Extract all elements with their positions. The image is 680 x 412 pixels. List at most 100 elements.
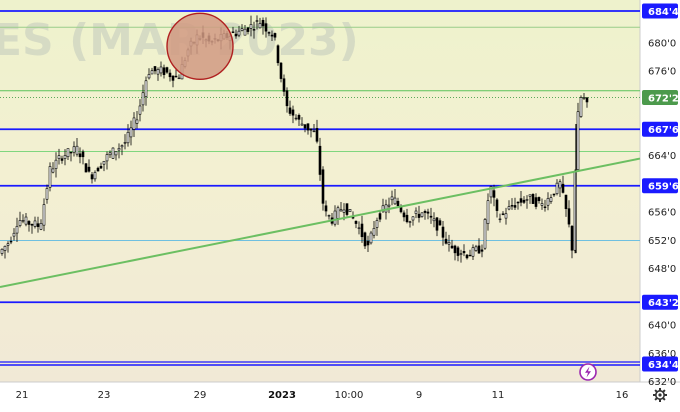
price-badge[interactable]: 659'6 (642, 178, 679, 194)
candle (321, 166, 325, 211)
candle (411, 216, 415, 226)
candle (570, 225, 574, 259)
candle (393, 188, 397, 205)
candle (483, 217, 487, 250)
y-axis-ticks: 680'0 676'0 664'0 656'0 652'0 648'0 640'0 636'0… (648, 38, 676, 388)
candle (375, 217, 379, 236)
candle (84, 162, 88, 173)
x-tick-label: 23 (98, 390, 111, 401)
price-badge[interactable]: 643'2 (642, 294, 679, 310)
candle (477, 238, 481, 254)
candle (111, 147, 115, 159)
candle (354, 220, 358, 229)
candle (255, 15, 259, 30)
candle (60, 155, 64, 164)
candle (555, 179, 559, 196)
candle (27, 219, 31, 232)
candle (132, 112, 136, 138)
candle (507, 200, 511, 211)
candle (18, 211, 22, 228)
candle (369, 230, 373, 245)
price-badge-label: 659'6 (648, 182, 679, 193)
candle (12, 228, 16, 241)
candle (495, 198, 499, 218)
price-badge[interactable]: 684'4 (642, 3, 679, 19)
x-tick-label: 2023 (268, 390, 296, 401)
candle (405, 208, 409, 224)
candle (3, 245, 7, 259)
gear-icon[interactable] (653, 388, 667, 402)
candle (300, 117, 304, 126)
candle (339, 201, 343, 212)
candle (273, 32, 277, 41)
time-axis[interactable] (0, 382, 680, 408)
candle (171, 75, 175, 88)
candle (291, 105, 295, 124)
candle (579, 95, 583, 118)
candle (327, 214, 331, 220)
y-tick-label: 640'0 (648, 321, 676, 332)
candle (9, 236, 13, 245)
candle (408, 220, 412, 228)
candle (345, 203, 349, 217)
candle (165, 66, 169, 74)
candle (15, 217, 19, 242)
candle (519, 191, 523, 207)
candle (510, 198, 514, 210)
candle (156, 67, 160, 81)
candle (90, 172, 94, 184)
price-badge-label: 684'4 (648, 7, 679, 18)
candle (387, 197, 391, 214)
candle (63, 149, 67, 166)
x-tick-label: 11 (492, 390, 505, 401)
candle (558, 179, 562, 198)
price-badges: 684'4 672'2 667'6 659'6 643'2 634'4 (642, 3, 679, 372)
candle (543, 199, 547, 212)
candle (474, 244, 478, 252)
candle (531, 193, 535, 204)
candle (360, 215, 364, 243)
candle (246, 27, 250, 35)
candle (525, 195, 529, 209)
chart-overlays (0, 12, 641, 289)
candle (42, 198, 46, 232)
candle (99, 162, 103, 170)
candle (243, 24, 247, 36)
candle (312, 123, 316, 133)
candle (468, 249, 472, 257)
candle (168, 69, 172, 82)
lightning-icon[interactable] (579, 363, 597, 381)
candle (444, 231, 448, 245)
highlight-circle (166, 12, 234, 80)
candle (237, 25, 241, 38)
candle (264, 17, 268, 38)
candle (126, 124, 130, 147)
candle (414, 207, 418, 219)
candle (276, 44, 280, 66)
candle (69, 151, 73, 162)
price-badge[interactable]: 672'2 (642, 89, 679, 105)
price-badge-label: 672'2 (648, 93, 679, 104)
candle (135, 110, 139, 129)
candle (234, 29, 238, 39)
price-badge[interactable]: 634'4 (642, 356, 679, 372)
candle (36, 216, 40, 233)
candle (576, 102, 580, 171)
candle (378, 210, 382, 223)
candle (6, 241, 10, 253)
candle (21, 214, 25, 224)
candle (462, 244, 466, 257)
candle (396, 197, 400, 208)
candle (240, 24, 244, 32)
candle (108, 150, 112, 159)
price-badge[interactable]: 667'6 (642, 121, 679, 137)
candle (267, 31, 271, 37)
price-badge-label: 643'2 (648, 298, 679, 309)
candle (486, 193, 490, 231)
candle (102, 160, 106, 172)
price-badge-label: 634'4 (648, 360, 679, 371)
candle (144, 76, 148, 106)
candle (438, 218, 442, 226)
x-tick-label: 29 (194, 390, 207, 401)
